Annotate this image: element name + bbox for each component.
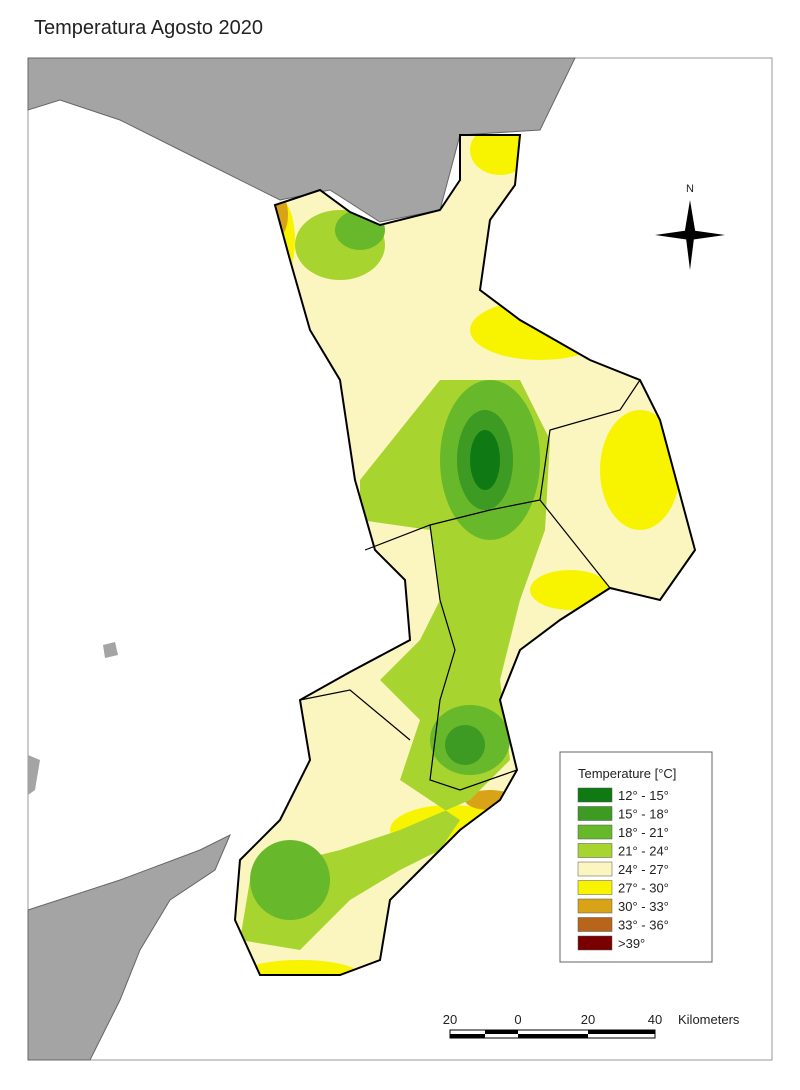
legend-swatch: [577, 917, 613, 932]
legend-swatch: [577, 880, 613, 895]
scale-bar: Kilometers 20 0 20 40: [443, 1012, 740, 1039]
legend-label: 15° - 18°: [618, 807, 669, 822]
legend-swatch: [577, 824, 613, 840]
legend-swatch: [577, 935, 613, 951]
island: [103, 642, 118, 658]
north-arrow: N: [655, 183, 725, 270]
legend-swatch: [577, 861, 613, 877]
legend-swatch: [577, 806, 613, 821]
legend-swatch: [577, 898, 613, 914]
scale-label: 0: [514, 1012, 521, 1027]
scale-label: 20: [443, 1012, 457, 1027]
legend-label: 18° - 21°: [618, 825, 669, 840]
north-label: N: [686, 183, 694, 195]
scale-label: 40: [648, 1012, 662, 1027]
legend-swatch: [577, 843, 613, 858]
legend-label: >39°: [618, 936, 645, 951]
land-sicily: [27, 833, 231, 1061]
legend-label: 27° - 30°: [618, 881, 669, 896]
land-north: [27, 57, 576, 223]
legend-label: 21° - 24°: [618, 844, 669, 859]
scale-label: 20: [581, 1012, 595, 1027]
legend: Temperature [°C] 12° - 15° 15° - 18° 18° -…: [577, 766, 676, 951]
legend-title: Temperature [°C]: [578, 766, 676, 781]
scale-unit: Kilometers: [678, 1012, 740, 1027]
map-title: Temperatura Agosto 2020: [34, 17, 263, 39]
legend-swatch: [577, 787, 613, 803]
island: [28, 755, 40, 795]
legend-label: 30° - 33°: [618, 899, 669, 914]
province-borders: [299, 379, 641, 791]
legend-label: 12° - 15°: [618, 788, 669, 803]
legend-label: 24° - 27°: [618, 862, 669, 877]
legend-label: 33° - 36°: [618, 918, 669, 933]
